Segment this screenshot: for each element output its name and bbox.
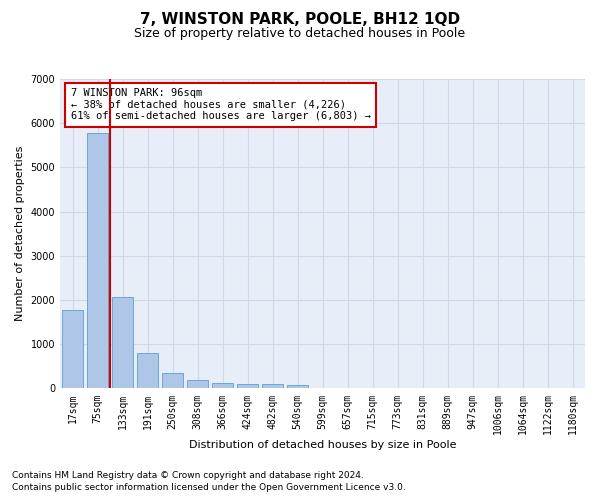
Text: Size of property relative to detached houses in Poole: Size of property relative to detached ho…: [134, 28, 466, 40]
Text: Contains HM Land Registry data © Crown copyright and database right 2024.: Contains HM Land Registry data © Crown c…: [12, 471, 364, 480]
Bar: [137, 353, 158, 388]
Text: Contains public sector information licensed under the Open Government Licence v3: Contains public sector information licen…: [12, 484, 406, 492]
Bar: [62, 310, 83, 388]
Y-axis label: Number of detached properties: Number of detached properties: [15, 146, 25, 322]
Bar: [212, 383, 233, 388]
Bar: [162, 374, 183, 388]
Bar: [287, 384, 308, 388]
X-axis label: Distribution of detached houses by size in Poole: Distribution of detached houses by size …: [189, 440, 456, 450]
Bar: [187, 380, 208, 388]
Bar: [262, 384, 283, 388]
Text: 7 WINSTON PARK: 96sqm
← 38% of detached houses are smaller (4,226)
61% of semi-d: 7 WINSTON PARK: 96sqm ← 38% of detached …: [71, 88, 371, 122]
Text: 7, WINSTON PARK, POOLE, BH12 1QD: 7, WINSTON PARK, POOLE, BH12 1QD: [140, 12, 460, 28]
Bar: [237, 384, 258, 388]
Bar: [87, 133, 108, 388]
Bar: [112, 297, 133, 388]
